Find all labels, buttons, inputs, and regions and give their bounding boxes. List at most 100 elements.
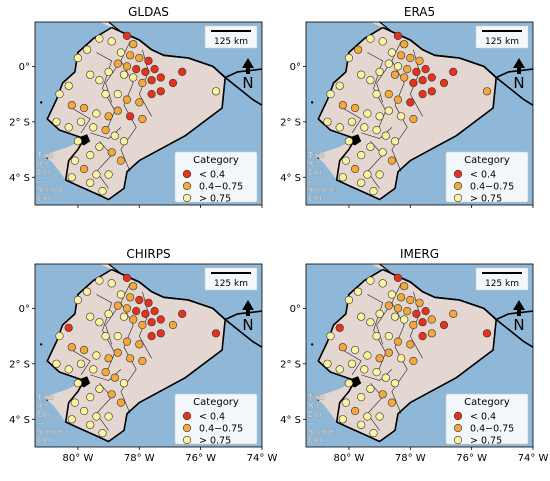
watershed-boundary xyxy=(90,127,122,139)
station-marker xyxy=(135,340,144,349)
legend-swatch xyxy=(453,193,463,203)
station-marker xyxy=(418,318,427,327)
station-marker xyxy=(147,332,156,341)
station-marker xyxy=(101,332,110,341)
station-marker xyxy=(335,123,344,132)
coastline xyxy=(379,22,393,33)
station-marker xyxy=(338,173,347,182)
x-tick-label: 76° W xyxy=(185,453,216,464)
station-marker xyxy=(357,178,366,187)
watershed-boundary xyxy=(342,349,362,376)
station-marker xyxy=(378,279,387,288)
station-marker xyxy=(387,156,397,165)
coastline xyxy=(108,264,122,275)
legend-title: Category xyxy=(464,155,510,166)
station-marker xyxy=(138,114,147,124)
station-marker xyxy=(363,351,372,360)
station-marker xyxy=(418,76,427,85)
station-marker xyxy=(347,117,357,126)
station-marker xyxy=(406,295,415,305)
island-marker xyxy=(317,398,320,401)
scale-bar-label: 125 km xyxy=(214,279,248,289)
station-marker xyxy=(347,359,357,368)
station-marker xyxy=(393,337,403,346)
station-marker xyxy=(390,70,400,79)
station-marker xyxy=(412,309,421,319)
station-marker xyxy=(357,70,366,79)
station-marker xyxy=(126,112,135,121)
station-marker xyxy=(375,112,384,121)
station-marker xyxy=(400,73,409,82)
land-basemap xyxy=(35,264,226,442)
station-marker xyxy=(122,337,132,346)
y-tick-label: 2° S xyxy=(280,359,301,370)
legend-box xyxy=(174,393,258,445)
panel-frame xyxy=(34,21,263,206)
station-marker xyxy=(135,295,144,305)
station-marker xyxy=(89,123,98,132)
station-marker xyxy=(122,304,132,313)
station-marker xyxy=(351,406,360,416)
station-marker xyxy=(70,156,79,165)
station-marker xyxy=(344,53,354,63)
station-marker xyxy=(67,343,76,352)
station-marker xyxy=(104,412,113,421)
station-marker xyxy=(375,170,384,179)
station-marker xyxy=(101,368,110,377)
station-marker xyxy=(95,276,104,285)
attribution-text: Esri xyxy=(308,194,322,203)
station-marker xyxy=(86,151,95,160)
attribution-text: Source: xyxy=(308,427,336,436)
station-marker xyxy=(79,345,89,355)
watershed-boundary xyxy=(361,369,393,381)
legend-swatch xyxy=(182,193,192,203)
attribution-text: Esri xyxy=(37,194,51,203)
station-marker xyxy=(384,301,393,310)
station-marker xyxy=(116,398,125,407)
watershed-boundary xyxy=(367,141,384,189)
station-marker xyxy=(168,78,178,88)
station-marker xyxy=(113,332,122,341)
station-marker xyxy=(415,56,424,65)
legend-swatch xyxy=(182,181,192,191)
legend-box xyxy=(445,393,529,445)
station-marker xyxy=(110,373,119,382)
station-marker xyxy=(110,131,119,140)
legend-box xyxy=(445,151,529,203)
station-marker xyxy=(95,76,104,85)
legend-box xyxy=(174,151,258,203)
north-arrow-label: N xyxy=(242,74,253,92)
peru-border xyxy=(495,76,533,106)
station-marker xyxy=(415,298,424,307)
station-marker xyxy=(366,276,375,285)
watershed-boundary xyxy=(96,383,113,431)
station-marker xyxy=(129,73,138,82)
attribution-text: (C) xyxy=(37,402,48,411)
station-marker xyxy=(357,151,366,160)
coastline xyxy=(379,264,393,275)
station-marker xyxy=(178,309,187,319)
attribution-text: — xyxy=(37,177,45,186)
station-marker xyxy=(64,81,73,90)
station-marker xyxy=(418,332,427,341)
station-marker xyxy=(366,142,375,151)
legend-swatch xyxy=(182,411,192,421)
station-marker xyxy=(406,340,415,349)
legend-swatch xyxy=(182,423,192,433)
watershed-boundary xyxy=(105,60,122,103)
station-marker xyxy=(400,40,409,49)
station-marker xyxy=(67,173,76,182)
panel-frame xyxy=(305,263,534,448)
station-marker xyxy=(119,379,129,388)
station-marker xyxy=(341,398,351,407)
station-marker xyxy=(73,53,82,63)
station-marker xyxy=(338,415,347,424)
station-marker xyxy=(92,109,101,118)
station-marker xyxy=(375,67,384,76)
station-marker xyxy=(122,273,132,283)
station-marker xyxy=(375,354,384,363)
station-marker xyxy=(116,290,125,299)
legend-label: > 0.75 xyxy=(199,194,231,205)
x-tick-label: 80° W xyxy=(63,453,94,464)
